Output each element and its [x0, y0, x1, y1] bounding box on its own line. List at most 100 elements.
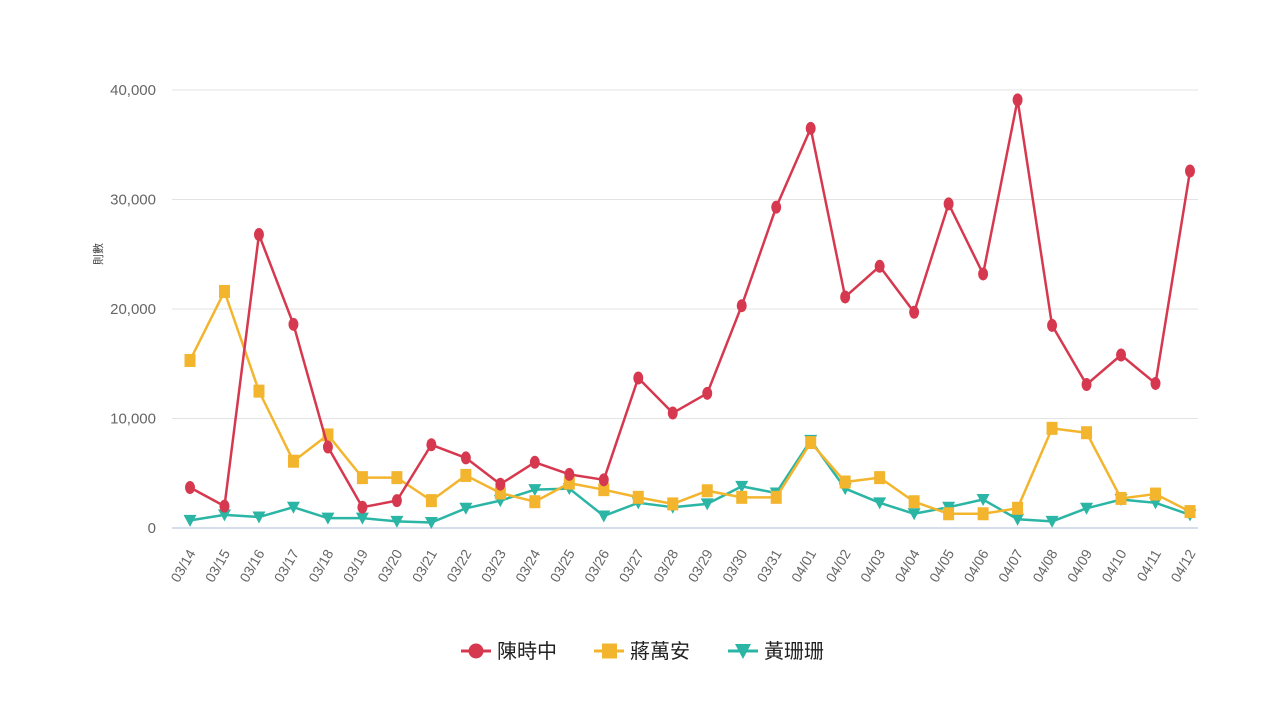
data-point [391, 471, 403, 485]
data-point [1185, 164, 1195, 178]
data-point [805, 436, 817, 450]
x-axis-ticks: 03/14 03/15 03/16 03/17 03/18 03/19 03/20 03/21… [167, 546, 1198, 585]
data-point [321, 512, 335, 525]
data-point [1184, 505, 1196, 519]
x-tick-label: 04/04 [891, 546, 922, 585]
x-tick-label: 04/09 [1064, 546, 1095, 585]
data-point [943, 507, 955, 521]
data-point [839, 475, 851, 489]
x-tick-label: 04/03 [857, 546, 888, 585]
x-tick-label: 03/26 [581, 546, 612, 585]
data-point [701, 484, 713, 498]
x-tick-label: 04/06 [960, 546, 991, 585]
data-point [597, 510, 611, 523]
data-point [771, 200, 782, 214]
series-1 [185, 93, 1195, 514]
data-point [1012, 501, 1024, 515]
data-point [909, 305, 920, 319]
data-point [460, 451, 471, 465]
x-tick-label: 04/07 [995, 546, 1026, 585]
y-axis-ticks: 0 10,000 20,000 30,000 40,000 [110, 82, 156, 537]
data-point [976, 494, 990, 507]
legend-item[interactable]: 黃珊珊 [728, 639, 824, 663]
y-tick-label: 0 [148, 520, 156, 537]
data-point [1046, 421, 1058, 435]
data-point [564, 467, 575, 481]
data-point [357, 500, 368, 514]
data-point [874, 471, 886, 485]
data-point [943, 197, 954, 211]
x-tick-label: 03/21 [409, 546, 440, 585]
data-point [356, 471, 368, 485]
data-point [494, 486, 506, 500]
x-tick-label: 03/17 [271, 546, 302, 585]
y-tick-label: 20,000 [110, 301, 156, 318]
x-tick-label: 03/23 [478, 546, 509, 585]
data-point [1080, 502, 1094, 515]
legend-item[interactable]: 陳時中 [461, 639, 557, 663]
data-point [218, 284, 230, 298]
data-point [1150, 376, 1161, 390]
data-point [390, 515, 404, 528]
data-point [907, 508, 921, 521]
data-point [253, 384, 265, 398]
series-2 [184, 284, 1196, 521]
data-point [1116, 348, 1127, 362]
data-point [322, 428, 334, 442]
data-point [840, 290, 851, 304]
data-point [598, 483, 610, 497]
x-tick-label: 04/08 [1029, 546, 1060, 585]
data-point [873, 497, 887, 510]
data-point [529, 495, 541, 509]
legend[interactable]: 陳時中 蔣萬安 黃珊珊 [461, 639, 824, 663]
x-tick-label: 04/02 [822, 546, 853, 585]
x-tick-label: 04/01 [788, 546, 819, 585]
data-point [252, 511, 266, 524]
legend-item[interactable]: 蔣萬安 [594, 639, 690, 663]
data-point [1081, 426, 1093, 440]
x-tick-label: 04/12 [1167, 546, 1198, 585]
y-tick-label: 30,000 [110, 192, 156, 209]
data-point [1081, 378, 1092, 392]
data-point [322, 440, 333, 454]
x-tick-label: 03/16 [236, 546, 267, 585]
x-tick-label: 03/25 [547, 546, 578, 585]
x-tick-label: 03/28 [650, 546, 681, 585]
x-tick-label: 04/11 [1133, 546, 1164, 584]
series-group [183, 93, 1197, 530]
data-point [288, 317, 299, 331]
data-point [426, 438, 437, 452]
data-point [908, 495, 920, 509]
series-line [189, 98, 1192, 509]
data-point [736, 490, 748, 504]
x-tick-label: 03/24 [512, 546, 543, 585]
data-point [425, 494, 437, 508]
data-point [495, 477, 506, 491]
data-point [667, 497, 679, 511]
legend-marker [468, 643, 484, 659]
data-point [253, 228, 264, 242]
data-point [217, 509, 231, 522]
grid-lines [172, 89, 1198, 529]
data-point [184, 353, 196, 367]
x-tick-label: 04/05 [926, 546, 957, 585]
data-point [874, 259, 885, 273]
data-point [770, 490, 782, 504]
y-tick-label: 10,000 [110, 411, 156, 428]
data-point [977, 507, 989, 521]
data-point [1047, 318, 1058, 332]
data-point [286, 501, 300, 514]
x-tick-label: 03/18 [305, 546, 336, 585]
data-point [219, 499, 230, 513]
x-tick-label: 03/20 [374, 546, 405, 585]
data-point [735, 480, 749, 493]
data-point [391, 494, 402, 508]
data-point [667, 406, 678, 420]
data-point [528, 484, 542, 497]
x-tick-label: 03/19 [340, 546, 371, 585]
data-point [598, 473, 609, 487]
data-point [805, 121, 816, 135]
data-point [1012, 93, 1023, 107]
data-point [563, 476, 575, 490]
